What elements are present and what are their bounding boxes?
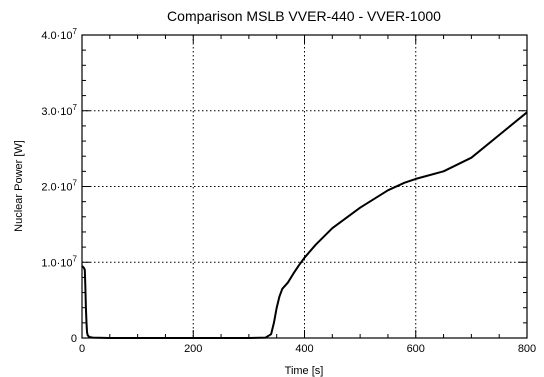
y-axis-label: Nuclear Power [W] <box>13 140 25 232</box>
x-tick-label: 0 <box>79 343 85 355</box>
x-tick-label: 400 <box>295 343 313 355</box>
x-axis-label: Time [s] <box>285 365 324 377</box>
x-tick-label: 200 <box>184 343 202 355</box>
y-tick-label: 4.0·107 <box>41 27 77 42</box>
series-line <box>81 111 528 339</box>
grid-lines <box>82 35 527 338</box>
y-tick-label: 0 <box>71 333 77 345</box>
x-tick-label: 600 <box>407 343 425 355</box>
series-group <box>81 111 528 339</box>
x-tick-labels: 0 200 400 600 800 <box>79 343 536 355</box>
y-tick-label: 2.0·107 <box>41 179 77 194</box>
y-tick-labels: 0 1.0·107 2.0·107 3.0·107 4.0·107 <box>41 27 77 345</box>
y-tick-label: 1.0·107 <box>41 254 77 269</box>
chart-title: Comparison MSLB VVER-440 - VVER-1000 <box>167 8 441 24</box>
y-tick-label: 3.0·107 <box>41 103 77 118</box>
x-tick-label: 800 <box>518 343 536 355</box>
